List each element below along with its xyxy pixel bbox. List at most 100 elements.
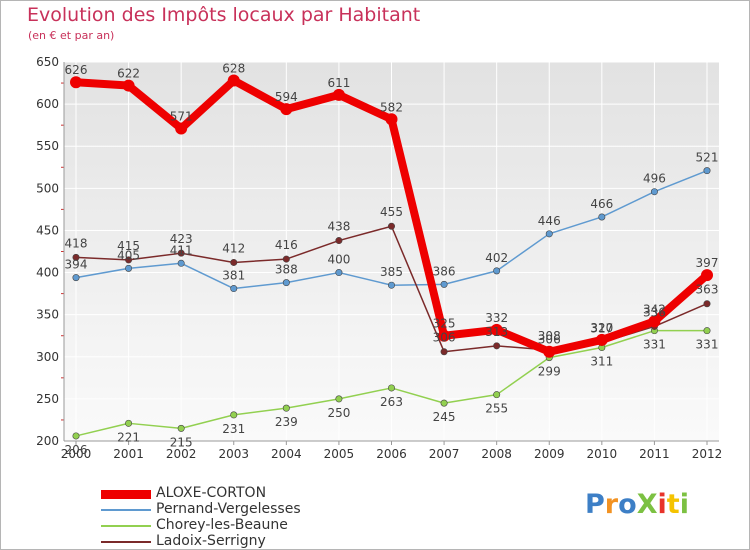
data-point-chorey-les-beaune (177, 424, 185, 432)
data-label-chorey-les-beaune: 331 (696, 338, 719, 352)
data-label-chorey-les-beaune: 245 (433, 410, 456, 424)
data-point-ladoix-serrigny (72, 253, 80, 261)
y-tick-label: 450 (36, 223, 59, 237)
data-point-pernand-vergelesses (177, 259, 185, 267)
data-point-pernand-vergelesses (387, 281, 395, 289)
legend-label: ALOXE-CORTON (156, 485, 267, 501)
data-label-aloxe-corton: 342 (643, 302, 666, 316)
data-label-aloxe-corton: 306 (538, 333, 561, 347)
x-tick-label: 2001 (113, 447, 144, 461)
data-label-aloxe-corton: 325 (433, 317, 456, 331)
y-tick-label: 550 (36, 139, 59, 153)
data-point-aloxe-corton (227, 74, 240, 87)
data-label-aloxe-corton: 594 (275, 90, 298, 104)
data-point-ladoix-serrigny (387, 222, 395, 230)
y-tick-label: 300 (36, 350, 59, 364)
x-tick-label: 2002 (166, 447, 197, 461)
data-label-aloxe-corton: 626 (65, 63, 88, 77)
x-tick-label: 2006 (376, 447, 407, 461)
legend-swatch (101, 489, 151, 499)
data-label-aloxe-corton: 628 (222, 62, 245, 76)
data-point-pernand-vergelesses (650, 188, 658, 196)
data-point-chorey-les-beaune (125, 419, 133, 427)
data-label-chorey-les-beaune: 250 (327, 406, 350, 420)
data-label-ladoix-serrigny: 363 (696, 283, 719, 297)
data-point-ladoix-serrigny (335, 237, 343, 245)
data-point-chorey-les-beaune (493, 391, 501, 399)
data-point-aloxe-corton (595, 333, 608, 346)
data-label-pernand-vergelesses: 386 (433, 264, 456, 278)
data-point-pernand-vergelesses (335, 269, 343, 277)
data-label-aloxe-corton: 622 (117, 67, 140, 81)
data-point-chorey-les-beaune (387, 384, 395, 392)
data-point-ladoix-serrigny (230, 258, 238, 266)
data-label-aloxe-corton: 320 (590, 321, 613, 335)
data-point-pernand-vergelesses (598, 213, 606, 221)
data-point-pernand-vergelesses (125, 264, 133, 272)
y-tick-label: 200 (36, 434, 59, 448)
data-point-aloxe-corton (175, 122, 188, 135)
y-tick-label: 600 (36, 97, 59, 111)
data-point-pernand-vergelesses (282, 279, 290, 287)
data-label-chorey-les-beaune: 255 (485, 402, 508, 416)
data-label-chorey-les-beaune: 239 (275, 415, 298, 429)
data-label-ladoix-serrigny: 415 (117, 239, 140, 253)
logo-letter: P (585, 489, 605, 520)
data-point-ladoix-serrigny (282, 255, 290, 263)
legend-swatch (101, 525, 151, 527)
data-label-chorey-les-beaune: 331 (643, 338, 666, 352)
data-point-pernand-vergelesses (72, 274, 80, 282)
data-point-aloxe-corton (280, 103, 293, 116)
data-point-chorey-les-beaune (440, 399, 448, 407)
data-label-pernand-vergelesses: 385 (380, 265, 403, 279)
data-label-aloxe-corton: 332 (485, 311, 508, 325)
data-point-ladoix-serrigny (493, 342, 501, 350)
data-point-aloxe-corton (332, 88, 345, 101)
legend-swatch (101, 541, 151, 543)
data-point-chorey-les-beaune (282, 404, 290, 412)
data-label-pernand-vergelesses: 446 (538, 214, 561, 228)
y-tick-label: 400 (36, 266, 59, 280)
data-label-ladoix-serrigny: 306 (433, 331, 456, 345)
data-label-ladoix-serrigny: 336 (643, 305, 666, 319)
logo-letter: i (679, 489, 689, 520)
y-tick-label: 500 (36, 181, 59, 195)
data-point-aloxe-corton (122, 79, 135, 92)
data-label-aloxe-corton: 582 (380, 100, 403, 114)
chart-subtitle: (en € et par an) (28, 29, 115, 42)
data-point-chorey-les-beaune (72, 432, 80, 440)
data-label-pernand-vergelesses: 394 (65, 258, 88, 272)
x-tick-label: 2005 (324, 447, 355, 461)
data-point-pernand-vergelesses (230, 285, 238, 293)
data-label-ladoix-serrigny: 317 (590, 321, 613, 335)
legend-label: Chorey-les-Beaune (156, 517, 288, 533)
data-label-aloxe-corton: 611 (327, 76, 350, 90)
data-label-chorey-les-beaune: 206 (65, 443, 88, 457)
data-label-aloxe-corton: 397 (696, 256, 719, 270)
data-label-chorey-les-beaune: 215 (170, 435, 193, 449)
x-tick-label: 2009 (534, 447, 565, 461)
data-point-chorey-les-beaune (335, 395, 343, 403)
legend-label: Ladoix-Serrigny (156, 533, 266, 549)
data-label-aloxe-corton: 571 (170, 110, 193, 124)
data-point-ladoix-serrigny (703, 300, 711, 308)
logo-letter: X (636, 489, 658, 520)
data-label-pernand-vergelesses: 521 (696, 151, 719, 165)
logo-letter: i (657, 489, 667, 520)
proxiti-logo: ProXiti (585, 489, 689, 520)
data-label-ladoix-serrigny: 423 (170, 232, 193, 246)
y-tick-label: 650 (36, 55, 59, 69)
x-tick-label: 2011 (639, 447, 670, 461)
data-point-pernand-vergelesses (545, 230, 553, 238)
data-label-ladoix-serrigny: 438 (327, 220, 350, 234)
logo-letter: t (666, 489, 680, 520)
data-point-pernand-vergelesses (440, 280, 448, 288)
data-label-pernand-vergelesses: 402 (485, 251, 508, 265)
data-label-pernand-vergelesses: 400 (327, 253, 350, 267)
data-point-pernand-vergelesses (493, 267, 501, 275)
data-label-ladoix-serrigny: 418 (65, 236, 88, 250)
data-point-aloxe-corton (490, 323, 503, 336)
data-label-pernand-vergelesses: 466 (590, 197, 613, 211)
